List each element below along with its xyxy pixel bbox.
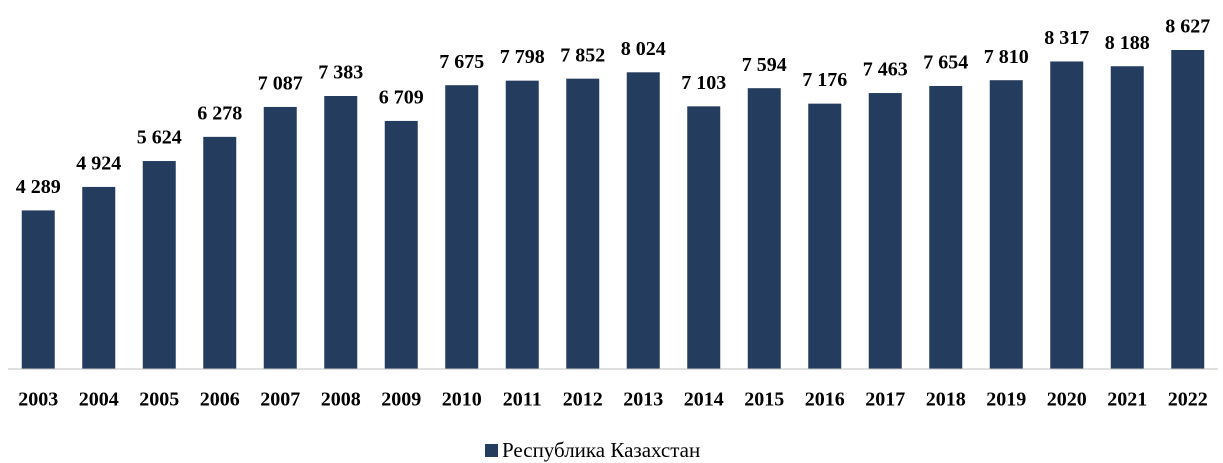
bar [808,103,842,369]
bar [505,80,539,370]
data-label: 7 594 [742,54,787,76]
bar [989,80,1023,370]
x-tick-label: 2006 [200,389,240,411]
data-label: 8 024 [621,38,666,60]
data-label: 7 654 [923,52,968,74]
x-tick-label: 2010 [442,389,482,411]
data-label: 4 924 [76,153,121,175]
data-label: 8 627 [1165,16,1210,38]
legend-swatch [485,444,498,457]
bar [1050,61,1084,369]
legend-label: Республика Казахстан [502,438,700,462]
data-label: 7 176 [802,69,847,91]
x-tick-label: 2021 [1107,389,1147,411]
x-tick-label: 2008 [321,389,361,411]
data-label: 8 188 [1105,32,1150,54]
x-tick-label: 2014 [684,389,724,411]
x-tick-label: 2020 [1047,389,1087,411]
x-tick-label: 2007 [260,389,300,411]
x-tick-label: 2022 [1168,389,1208,411]
x-tick-label: 2004 [79,389,119,411]
x-tick-label: 2013 [623,389,663,411]
data-label: 7 103 [681,72,726,94]
x-tick-label: 2005 [139,389,179,411]
data-label: 7 852 [560,44,605,66]
data-label: 7 383 [318,62,363,84]
data-label: 6 709 [379,87,424,109]
x-tick-label: 2016 [805,389,845,411]
bar [566,78,600,370]
bar [445,85,479,370]
x-tick-label: 2009 [381,389,421,411]
data-label: 7 087 [258,73,303,95]
bar [203,136,237,369]
x-tick-label: 2018 [926,389,966,411]
bar [626,72,660,369]
bar [747,88,781,369]
x-tick-label: 2019 [986,389,1026,411]
bar [384,120,418,370]
bar [929,85,963,370]
data-label: 7 798 [500,46,545,68]
bar [1110,66,1144,369]
x-tick-label: 2012 [563,389,603,411]
x-tick-label: 2017 [865,389,905,411]
data-label: 7 463 [863,59,908,81]
data-label: 4 289 [16,176,61,198]
bar [142,161,176,369]
bar [324,95,358,370]
data-label: 7 810 [984,46,1029,68]
bar [21,210,55,369]
bar [1171,50,1205,369]
x-tick-label: 2011 [503,389,542,411]
data-label: 6 278 [197,102,242,124]
bar [82,186,116,369]
data-label: 5 624 [137,127,182,149]
bar [263,106,297,370]
bar [687,106,721,369]
x-tick-label: 2015 [744,389,784,411]
x-tick-label: 2003 [18,389,58,411]
data-label: 7 675 [439,51,484,73]
data-label: 8 317 [1044,27,1089,49]
bar [868,93,902,370]
